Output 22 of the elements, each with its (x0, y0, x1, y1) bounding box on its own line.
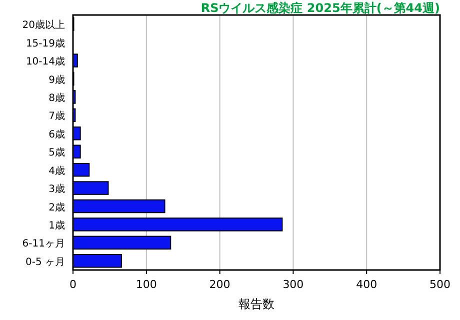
y-tick-label: 1歳 (48, 219, 65, 232)
x-tick-label: 300 (282, 278, 304, 291)
chart-title: RSウイルス感染症 2025年累計(～第44週) (200, 1, 440, 15)
x-tick-label: 200 (209, 278, 230, 291)
x-tick-label: 500 (430, 278, 450, 291)
x-axis-title: 報告数 (238, 297, 274, 311)
y-tick-label: 0-5 ヶ月 (25, 256, 65, 268)
x-tick-label: 0 (70, 278, 76, 291)
y-tick-label: 3歳 (48, 183, 65, 196)
y-tick-label: 4歳 (48, 164, 65, 177)
y-tick-label: 6歳 (48, 128, 65, 140)
y-tick-label: 2歳 (48, 201, 65, 214)
y-tick-label: 20歳以上 (22, 19, 65, 32)
y-tick-label: 10-14歳 (26, 56, 65, 68)
y-tick-label: 7歳 (48, 110, 65, 122)
y-tick-label: 8歳 (48, 92, 65, 104)
y-tick-label: 6-11ヶ月 (22, 238, 65, 250)
y-tick-label: 9歳 (48, 74, 65, 86)
x-tick-label: 100 (136, 278, 157, 291)
y-tick-label: 5歳 (48, 146, 65, 159)
x-tick-label: 400 (356, 278, 378, 291)
y-tick-label: 15-19歳 (26, 37, 65, 50)
